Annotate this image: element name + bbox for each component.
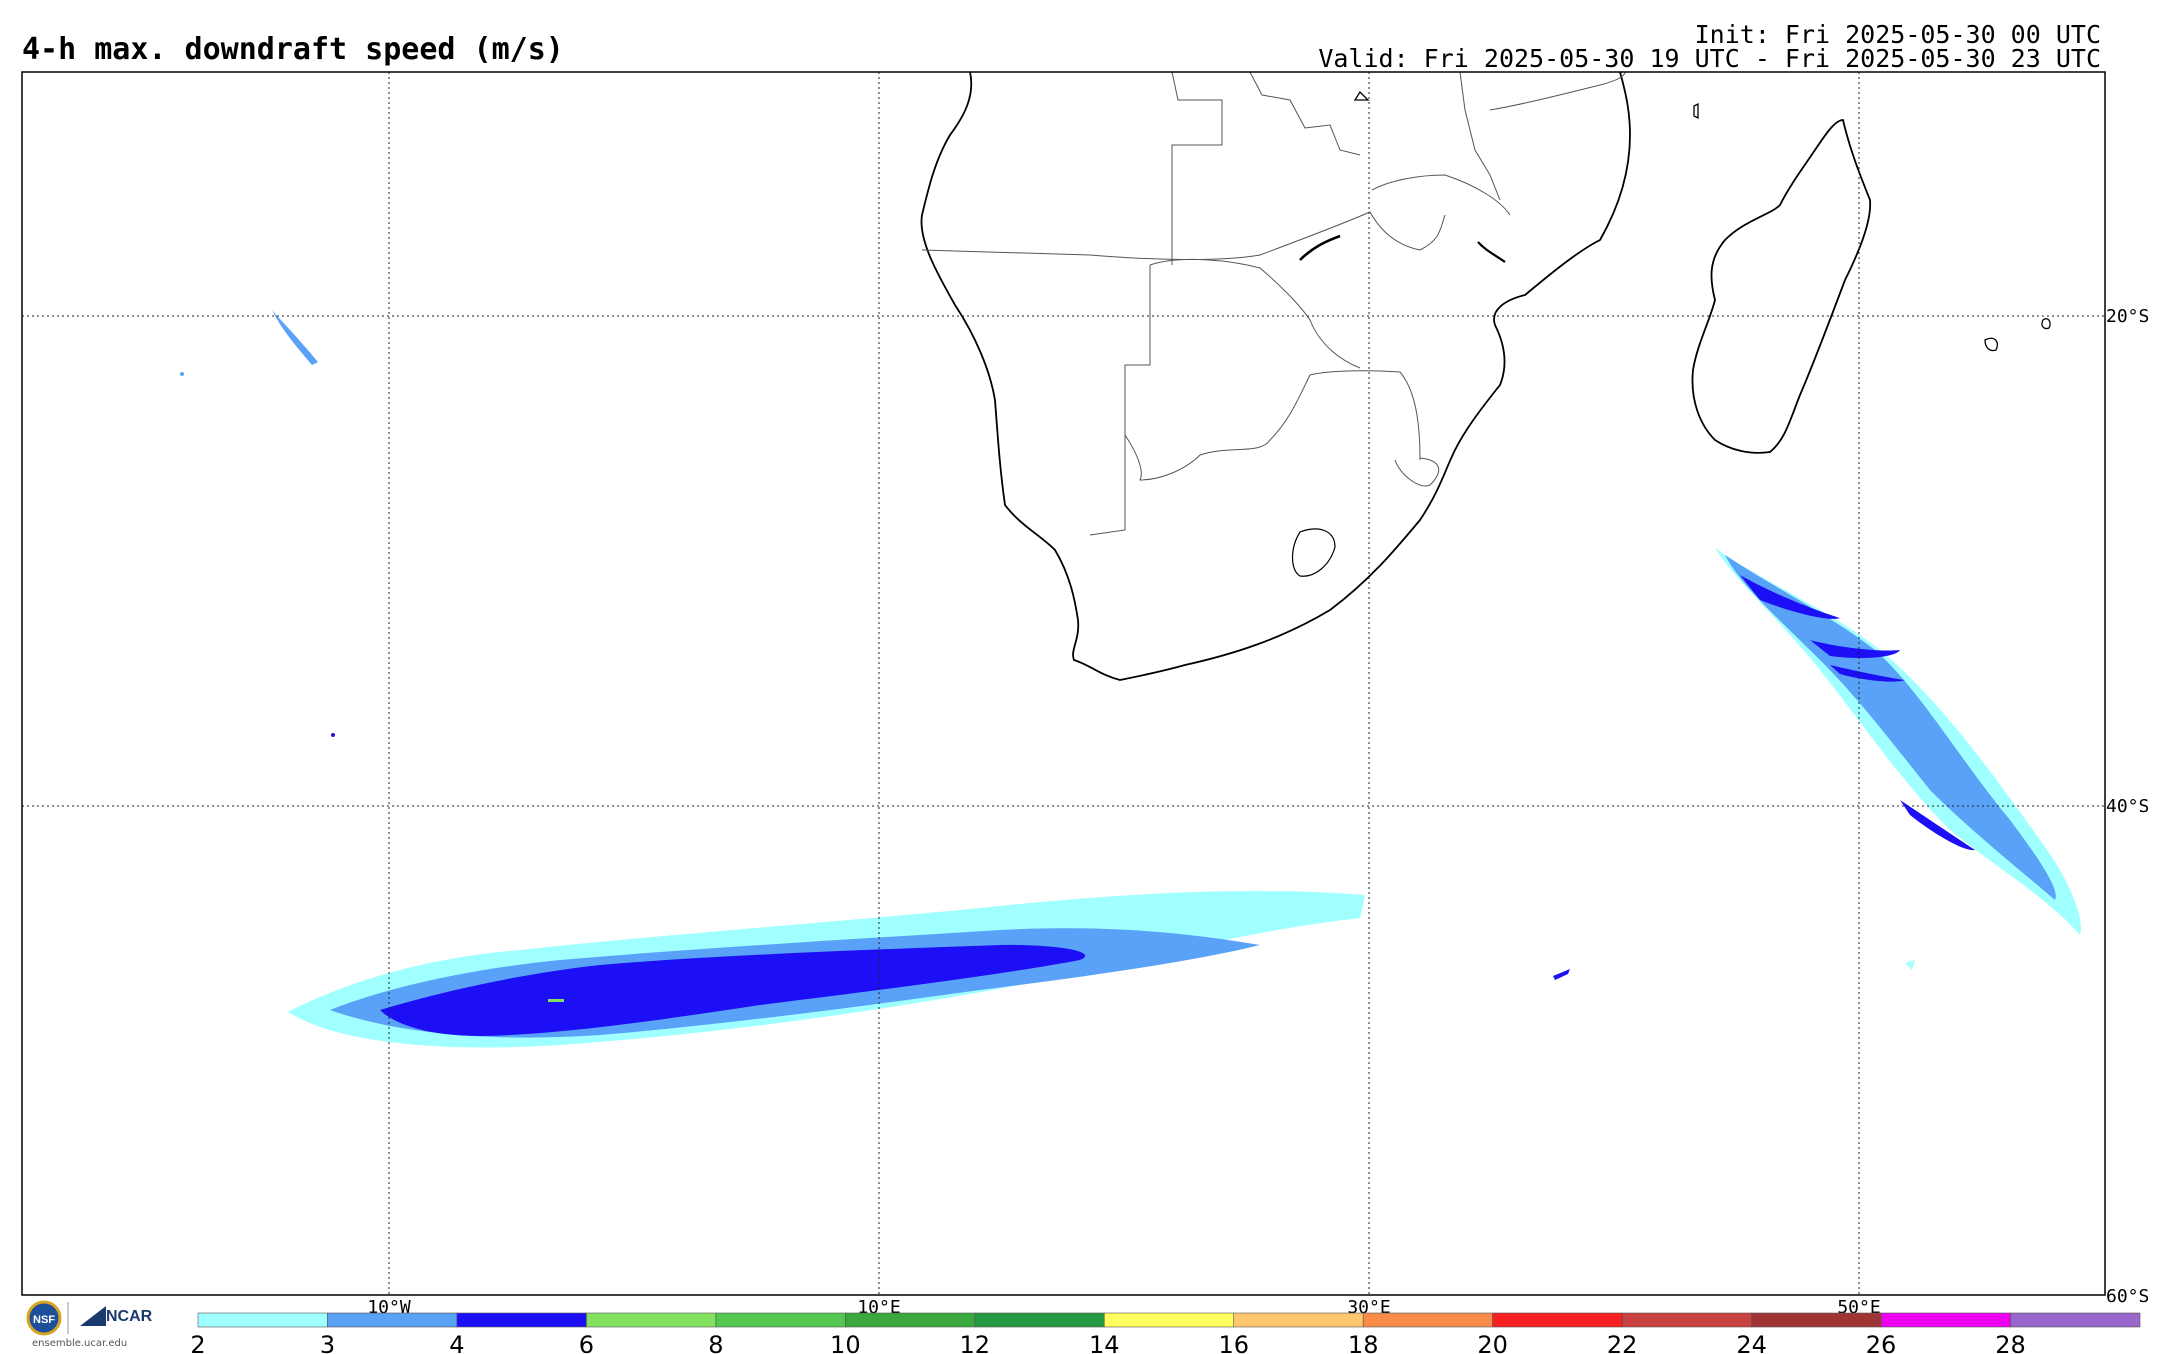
lat-label: 60°S	[2106, 1286, 2149, 1307]
map-title: 4-h max. downdraft speed (m/s)	[22, 32, 564, 67]
field-se-blue3	[1830, 665, 1905, 682]
map-frame	[21, 71, 2106, 1296]
lat-label: 20°S	[2106, 306, 2149, 327]
island-comoros	[1693, 102, 1699, 120]
field-dot2	[331, 733, 335, 737]
colorbar-tick-label: 4	[449, 1331, 464, 1354]
colorbar-tick-label: 26	[1866, 1331, 1897, 1354]
colorbar-swatch	[1621, 1312, 1752, 1328]
africa-coast	[920, 72, 1631, 681]
colorbar-tick-label: 12	[960, 1331, 991, 1354]
colorbar-swatch	[2010, 1312, 2141, 1328]
colorbar-swatch	[1880, 1312, 2011, 1328]
colorbar-swatch	[327, 1312, 458, 1328]
colorbar-swatch	[1362, 1312, 1493, 1328]
svg-text:NSF: NSF	[33, 1314, 55, 1326]
colorbar-tick-label: 6	[579, 1331, 594, 1354]
colorbar-tick-label: 2	[190, 1331, 205, 1354]
colorbar-swatch	[1103, 1312, 1235, 1328]
gridlines	[22, 72, 2105, 1295]
colorbar-swatch	[1233, 1312, 1364, 1328]
colorbar-swatch	[586, 1312, 717, 1328]
colorbar-swatch	[974, 1312, 1105, 1328]
field-se-lightblue	[1725, 555, 2056, 900]
colorbar-tick-label: 22	[1607, 1331, 1638, 1354]
colorbar-swatch	[1751, 1312, 1882, 1328]
field-se-blue4	[1900, 800, 1975, 851]
colorbar-tick-label: 8	[708, 1331, 723, 1354]
ncar-logo-mark	[80, 1306, 106, 1326]
field-green-spot	[548, 999, 564, 1002]
field-small-patch2	[1905, 960, 1915, 970]
init-time: Init: Fri 2025-05-30 00 UTC	[1694, 20, 2101, 49]
colorbar-tick-label: 14	[1089, 1331, 1120, 1354]
colorbar-tick-label: 18	[1348, 1331, 1379, 1354]
nsf-logo: NSF	[26, 1300, 69, 1336]
colorbar-swatch	[1492, 1312, 1623, 1328]
field-se-blue2	[1810, 640, 1900, 658]
field-band-blue	[380, 944, 1086, 1036]
colorbar-tick-label: 3	[320, 1331, 335, 1354]
colorbar-swatch	[715, 1312, 846, 1328]
colorbar: 2 3 4 6 8 10 12 14 16 18 20 22 24 26 28	[190, 1312, 2141, 1354]
lake-kariba	[1299, 234, 1341, 261]
lesotho	[1291, 528, 1336, 577]
field-se-blue1	[1740, 575, 1840, 619]
colorbar-tick-label: 16	[1218, 1331, 1249, 1354]
field-dot1	[180, 372, 184, 376]
lat-labels: 20°S 40°S 60°S	[2106, 306, 2149, 1307]
country-borders	[921, 72, 1626, 536]
footer-url: ensemble.ucar.edu	[32, 1338, 128, 1349]
field-nw-patch	[272, 310, 318, 365]
colorbar-tick-label: 20	[1477, 1331, 1508, 1354]
island-mauritius	[1984, 337, 1999, 352]
coastlines	[920, 72, 2051, 681]
colorbar-swatch	[845, 1312, 976, 1328]
field-small-patch	[1553, 969, 1570, 980]
island-reunion	[2041, 318, 2051, 330]
lat-label: 40°S	[2106, 796, 2149, 817]
madagascar	[1691, 119, 1872, 454]
lake-victoria-edge	[1353, 90, 1370, 101]
lake-malawi	[1477, 241, 1506, 263]
downdraft-field	[180, 310, 2081, 1048]
colorbar-tick-label: 10	[830, 1331, 861, 1354]
colorbar-tick-label: 24	[1736, 1331, 1767, 1354]
ncar-logo-text: NCAR	[106, 1308, 153, 1325]
valid-time: Valid: Fri 2025-05-30 19 UTC - Fri 2025-…	[1318, 44, 2101, 73]
colorbar-tick-label: 28	[1995, 1331, 2026, 1354]
colorbar-swatch	[456, 1312, 587, 1328]
colorbar-swatch	[197, 1312, 328, 1328]
